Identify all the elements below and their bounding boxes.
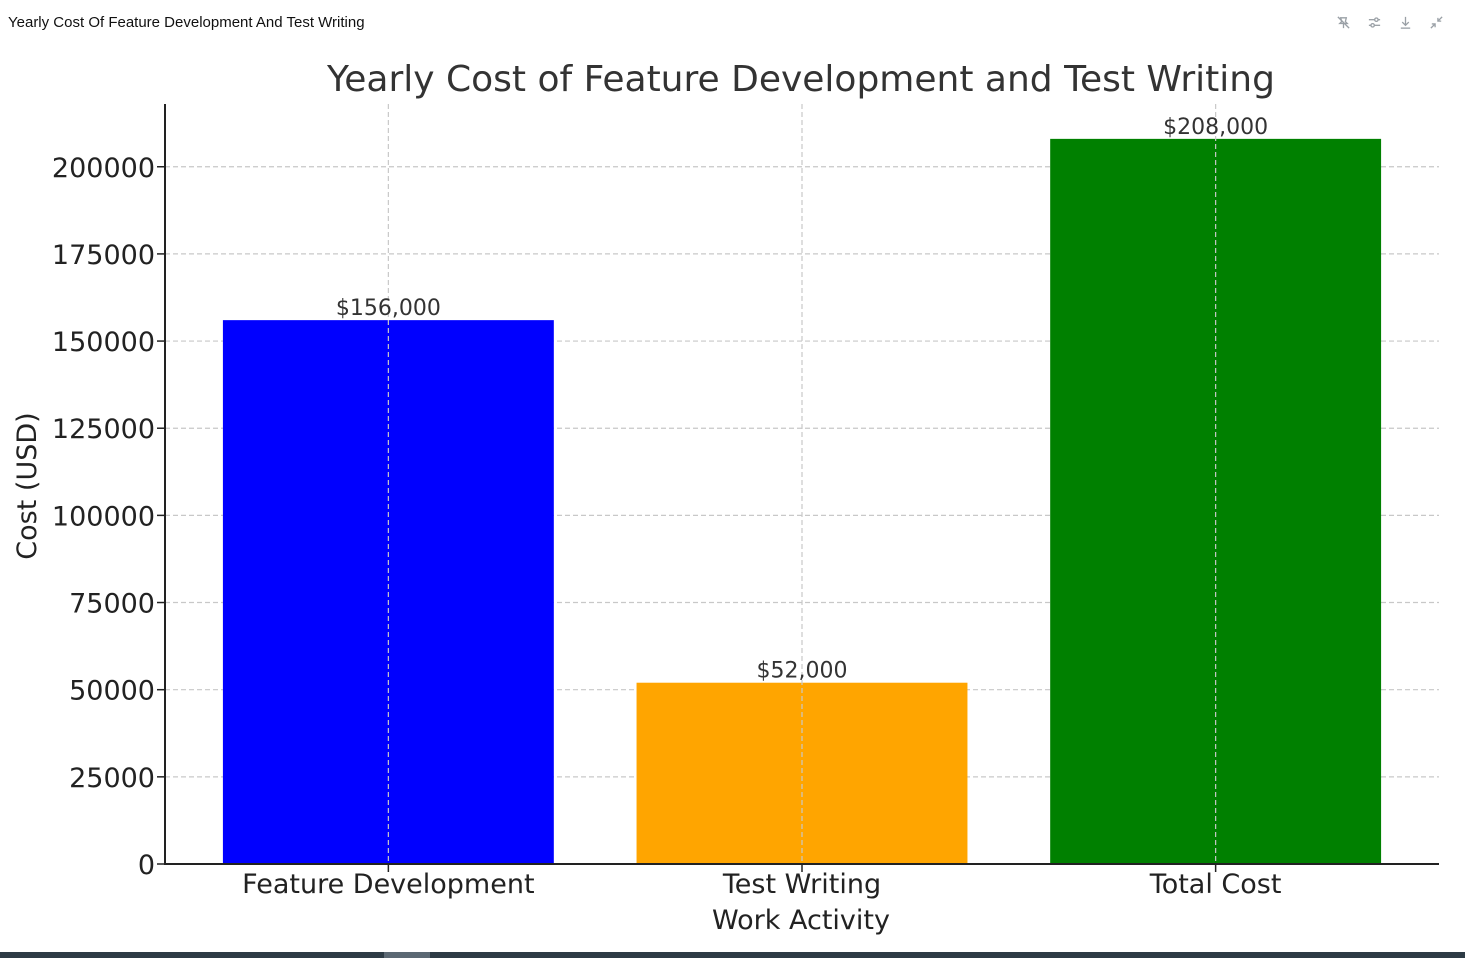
collapse-button[interactable] (1426, 12, 1447, 33)
chart-toolbar (1333, 12, 1447, 33)
scrollbar-thumb[interactable] (384, 952, 430, 958)
reset-zoom-button[interactable] (1333, 12, 1354, 33)
y-tick-label: 200000 (52, 153, 155, 184)
data-labels: $156,000 $52,000 $208,000 (336, 115, 1268, 684)
download-icon (1400, 16, 1411, 29)
settings-button[interactable] (1364, 12, 1385, 33)
data-label: $156,000 (336, 296, 441, 321)
download-button[interactable] (1395, 12, 1416, 33)
y-tick-label: 0 (138, 850, 155, 881)
collapse-icon (1430, 16, 1443, 29)
x-tick-label: Total Cost (1149, 869, 1282, 900)
x-axis-ticks: Feature Development Test Writing Total Cos… (242, 864, 1281, 900)
vertical-grid-lines (387, 104, 1217, 864)
x-tick-label: Feature Development (242, 869, 534, 900)
data-label: $52,000 (757, 659, 848, 684)
chart-title: Yearly Cost of Feature Development and T… (326, 59, 1275, 100)
data-label: $208,000 (1163, 115, 1268, 140)
y-tick-label: 175000 (52, 240, 155, 271)
y-tick-label: 25000 (69, 763, 155, 794)
sliders-icon (1368, 17, 1381, 28)
y-tick-label: 50000 (69, 676, 155, 707)
y-axis-label: Cost (USD) (12, 412, 43, 559)
y-axis-ticks: 0 25000 50000 75000 100000 125000 150000 175000… (52, 153, 165, 881)
y-tick-label: 75000 (69, 589, 155, 620)
y-tick-label: 150000 (52, 327, 155, 358)
pin-off-icon (1337, 16, 1350, 29)
y-tick-label: 100000 (52, 501, 155, 532)
window-title: Yearly Cost Of Feature Development And T… (8, 14, 365, 31)
x-axis-label: Work Activity (712, 905, 890, 936)
bottom-scrollbar[interactable] (0, 952, 1465, 958)
window-header: Yearly Cost Of Feature Development And T… (0, 0, 1465, 46)
x-tick-label: Test Writing (722, 869, 881, 900)
y-tick-label: 125000 (52, 414, 155, 445)
bar-chart: Yearly Cost of Feature Development and T… (12, 59, 1439, 936)
